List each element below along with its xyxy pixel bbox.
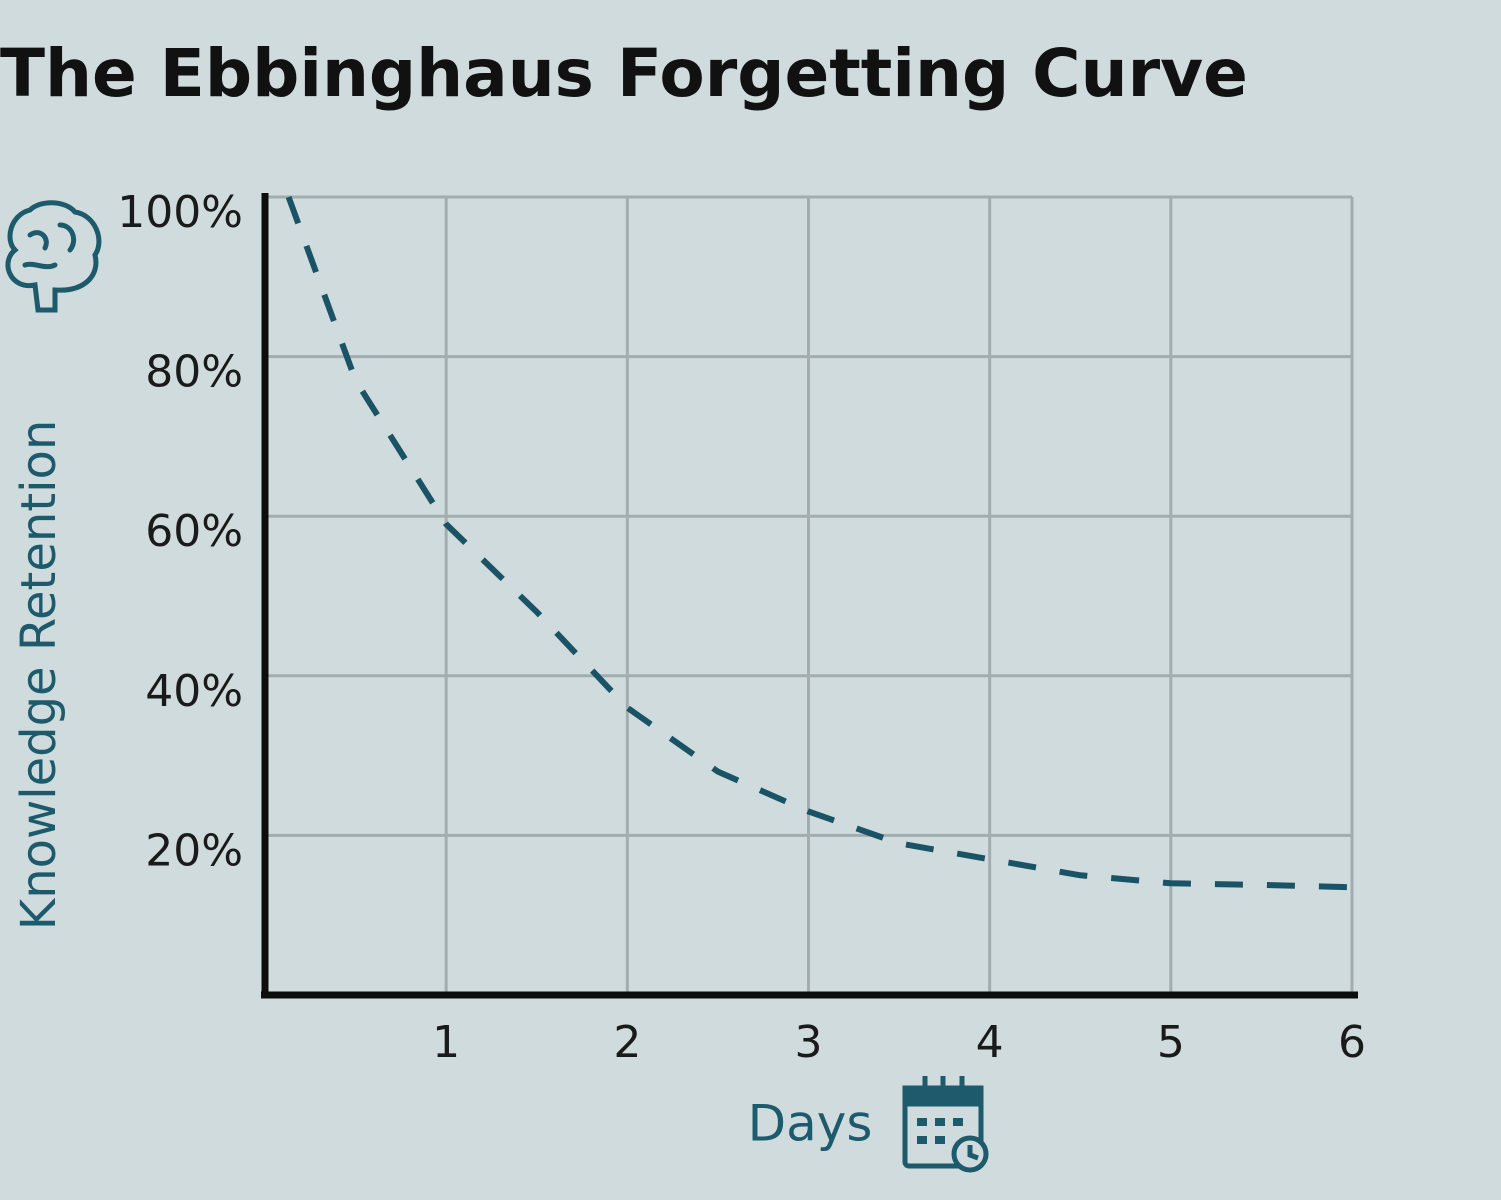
x-tick-label: 2 — [613, 1017, 641, 1068]
chart-title: The Ebbinghaus Forgetting Curve — [0, 35, 1248, 112]
y-tick-label: 40% — [145, 666, 243, 717]
y-axis-title: Knowledge Retention — [11, 420, 67, 931]
x-tick-label: 5 — [1157, 1017, 1185, 1068]
y-tick-label: 60% — [145, 506, 243, 557]
retention-curve — [285, 195, 1353, 891]
y-tick-label: 20% — [145, 825, 243, 876]
y-tick-label: 80% — [145, 347, 243, 398]
x-axis-title: Days — [748, 1095, 873, 1153]
x-tick-label: 4 — [976, 1017, 1004, 1068]
y-tick-label: 100% — [117, 187, 243, 238]
x-tick-label: 3 — [795, 1017, 823, 1068]
calendar-icon — [902, 1076, 989, 1173]
x-tick-label: 1 — [432, 1017, 460, 1068]
x-tick-label: 6 — [1338, 1017, 1366, 1068]
brain-icon — [5, 200, 102, 313]
